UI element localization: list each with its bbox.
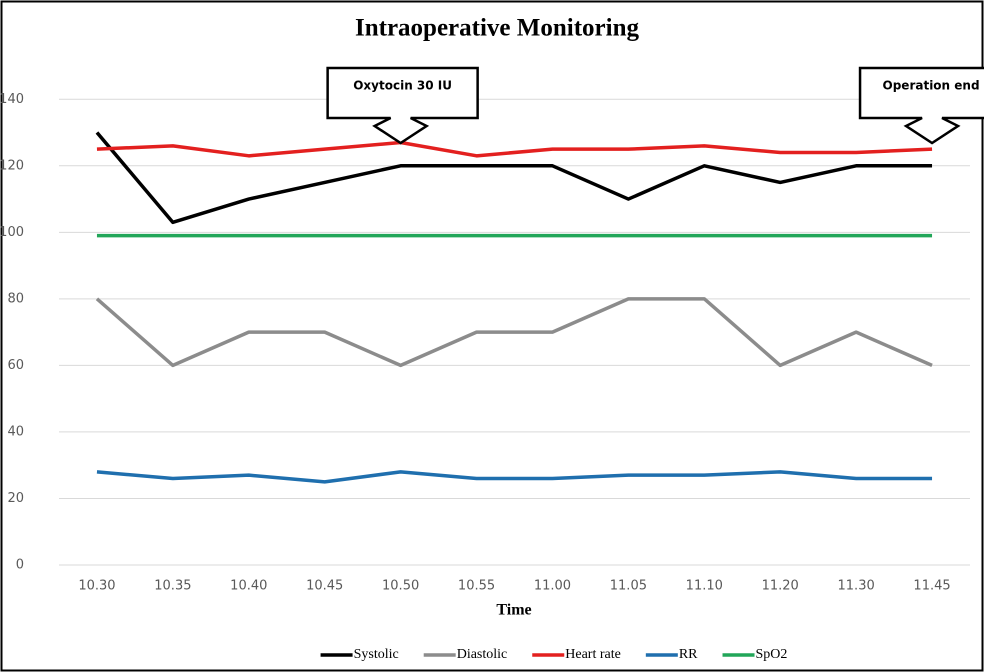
x-tick-label: 11.00 bbox=[534, 579, 571, 594]
x-tick-label: 11.45 bbox=[913, 579, 950, 594]
y-tick-label: 20 bbox=[7, 491, 24, 506]
y-tick-label: 80 bbox=[7, 291, 24, 306]
x-tick-label: 10.50 bbox=[382, 579, 419, 594]
legend-label: SpO2 bbox=[756, 647, 788, 662]
x-axis-label: Time bbox=[496, 602, 531, 619]
y-tick-label: 120 bbox=[0, 158, 24, 173]
x-tick-label: 11.30 bbox=[838, 579, 875, 594]
legend-label: RR bbox=[679, 647, 698, 662]
line-series bbox=[96, 470, 933, 484]
y-tick-label: 140 bbox=[0, 92, 24, 107]
x-tick-label: 10.40 bbox=[230, 579, 267, 594]
x-tick-label: 11.05 bbox=[610, 579, 647, 594]
y-tick-label: 40 bbox=[7, 424, 24, 439]
line-series bbox=[95, 131, 933, 225]
y-tick-label: 60 bbox=[7, 358, 24, 373]
x-tick-label: 11.10 bbox=[686, 579, 723, 594]
x-tick-label: 10.35 bbox=[154, 579, 191, 594]
callout-text: Operation end bbox=[883, 79, 980, 93]
legend-label: Diastolic bbox=[457, 647, 508, 662]
y-tick-label: 100 bbox=[0, 225, 24, 240]
legend-label: Systolic bbox=[354, 647, 399, 662]
x-tick-label: 10.55 bbox=[458, 579, 495, 594]
callout-box bbox=[326, 66, 479, 145]
callout-text: Oxytocin 30 IU bbox=[353, 79, 452, 93]
line-series bbox=[95, 297, 933, 368]
chart-title: Intraoperative Monitoring bbox=[355, 15, 639, 42]
callout-box bbox=[858, 66, 984, 145]
legend-label: Heart rate bbox=[565, 647, 621, 662]
x-tick-label: 10.45 bbox=[306, 579, 343, 594]
x-tick-label: 10.30 bbox=[78, 579, 115, 594]
y-tick-label: 0 bbox=[16, 558, 24, 573]
x-tick-label: 11.20 bbox=[762, 579, 799, 594]
line-series bbox=[96, 140, 933, 158]
